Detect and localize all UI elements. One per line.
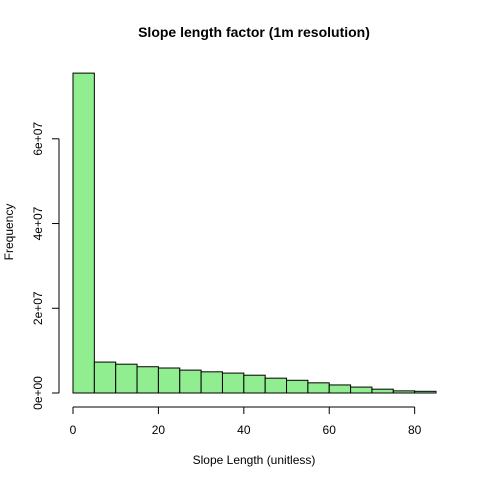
y-tick-label-3: 6e+07: [31, 122, 45, 156]
y-tick-label-2: 4e+07: [31, 206, 45, 240]
histogram-bar-12: [328, 384, 352, 394]
histogram-bar-13: [350, 386, 373, 394]
histogram-bar-4: [157, 367, 181, 394]
histogram-bar-14: [371, 388, 394, 394]
x-tick-label-4: 80: [408, 423, 422, 437]
histogram-bar-8: [243, 374, 266, 394]
histogram-bar-6: [200, 371, 223, 394]
bars-group: [72, 72, 437, 394]
histogram-bar-10: [286, 379, 309, 394]
x-tick-label-2: 40: [237, 423, 251, 437]
histogram-bar-9: [264, 377, 288, 394]
histogram-bar-15: [392, 390, 416, 394]
histogram-bar-16: [414, 390, 437, 394]
histogram-bar-5: [179, 369, 202, 394]
chart-title: Slope length factor (1m resolution): [138, 24, 370, 40]
histogram-bar-11: [307, 382, 330, 394]
y-axis-label: Frequency: [2, 204, 16, 261]
x-axis-ticks: 0 20 40 60 80: [70, 407, 422, 437]
histogram-bar-1: [93, 361, 117, 394]
x-tick-label-3: 60: [323, 423, 337, 437]
histogram-bar-2: [115, 363, 138, 394]
y-axis-ticks: 0e+00 2e+07 4e+07 6e+07: [31, 122, 59, 410]
y-tick-label-1: 2e+07: [31, 291, 45, 325]
histogram-bar-7: [221, 372, 245, 394]
x-tick-label-0: 0: [70, 423, 77, 437]
x-tick-label-1: 20: [152, 423, 166, 437]
x-axis-label: Slope Length (unitless): [193, 453, 316, 467]
histogram-bar-3: [136, 366, 159, 394]
y-tick-label-0: 0e+00: [31, 376, 45, 410]
histogram-bar-0: [72, 72, 95, 394]
